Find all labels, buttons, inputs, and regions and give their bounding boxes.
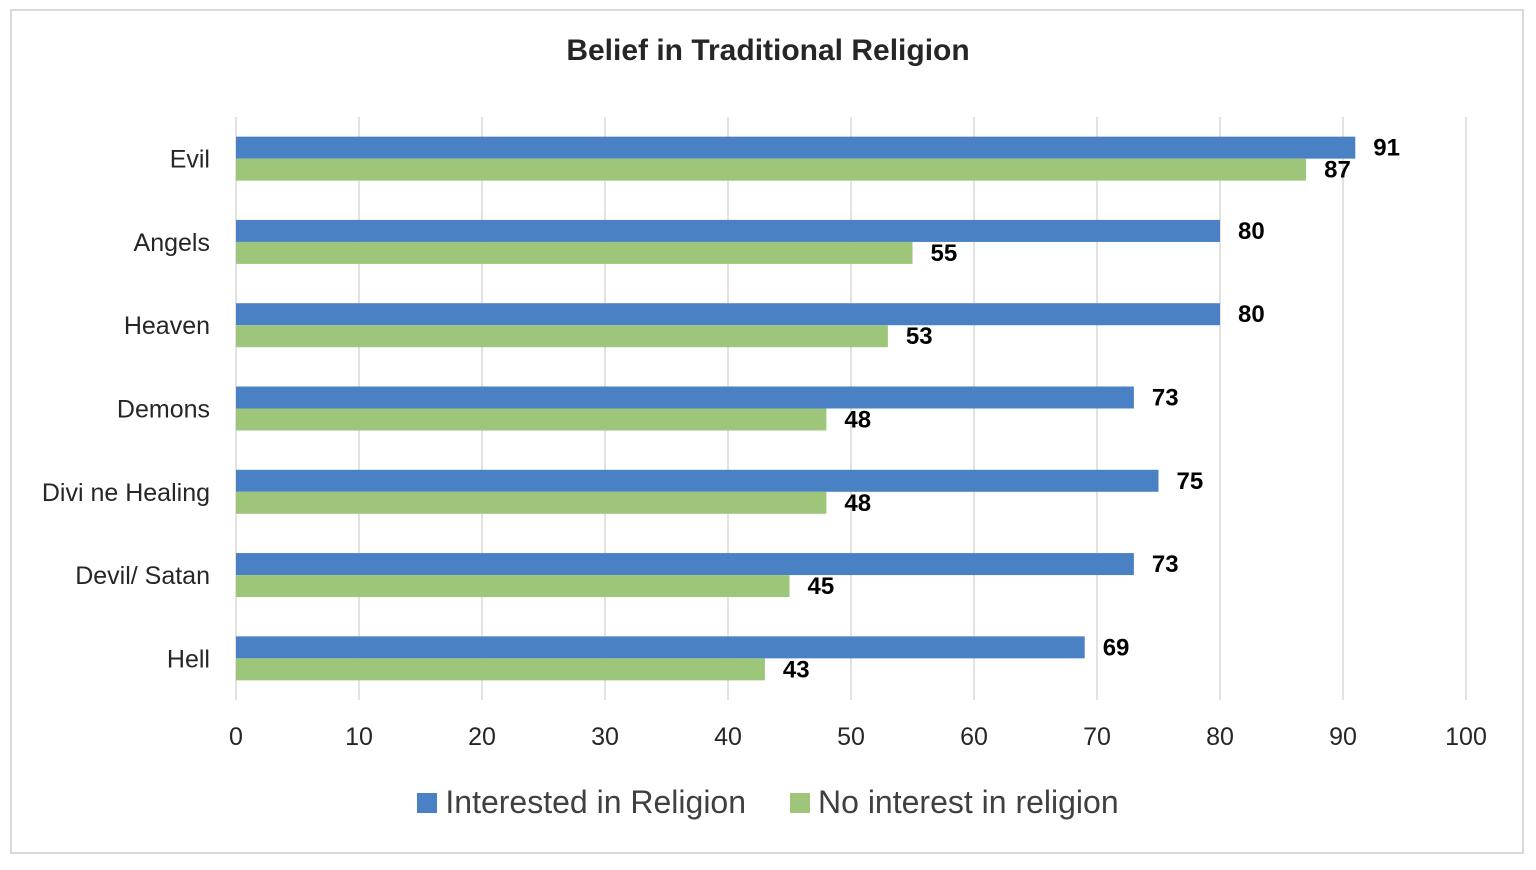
category-label-demons: Demons: [117, 396, 210, 424]
bar-demons-series-1: [236, 386, 1134, 409]
x-tick-label-100: 100: [1445, 723, 1487, 751]
x-tick-label-50: 50: [837, 723, 865, 751]
bar-devil-satan-series-2: [236, 575, 790, 598]
x-tick-label-20: 20: [468, 723, 496, 751]
category-label-devil-satan: Devil/ Satan: [75, 562, 210, 590]
x-tick-label-80: 80: [1206, 723, 1234, 751]
x-tick-label-40: 40: [714, 723, 742, 751]
legend-swatch-no-interest: [790, 792, 811, 813]
bar-angels-series-2: [236, 241, 913, 264]
bar-hell-series-1: [236, 636, 1085, 659]
bar-demons-series-2: [236, 408, 827, 431]
data-label-heaven-series-1: 80: [1238, 301, 1265, 328]
x-tick-label-70: 70: [1083, 723, 1111, 751]
data-label-devil-satan-series-1: 73: [1152, 551, 1179, 578]
data-label-angels-series-1: 80: [1238, 218, 1265, 245]
category-label-hell: Hell: [167, 645, 210, 673]
data-label-demons-series-2: 48: [844, 407, 871, 434]
bar-heaven-series-1: [236, 303, 1220, 326]
data-label-heaven-series-2: 53: [906, 323, 933, 350]
data-label-evil-series-2: 87: [1324, 157, 1351, 184]
bar-divine-healing-series-1: [236, 469, 1159, 492]
bar-hell-series-2: [236, 658, 765, 681]
data-label-divine-healing-series-2: 48: [844, 490, 871, 517]
x-tick-label-60: 60: [960, 723, 988, 751]
chart-title: Belief in Traditional Religion: [566, 34, 970, 67]
bar-divine-healing-series-2: [236, 491, 827, 514]
data-label-hell-series-1: 69: [1103, 634, 1130, 661]
x-tick-label-0: 0: [229, 723, 243, 751]
bar-heaven-series-2: [236, 325, 888, 348]
x-tick-label-30: 30: [591, 723, 619, 751]
category-label-heaven: Heaven: [124, 312, 210, 340]
bar-evil-series-1: [236, 136, 1356, 159]
data-label-evil-series-1: 91: [1373, 135, 1400, 162]
x-tick-label-10: 10: [345, 723, 373, 751]
category-label-evil: Evil: [170, 146, 210, 174]
legend-item-interested: Interested in Religion: [417, 784, 746, 821]
data-label-demons-series-1: 73: [1152, 385, 1179, 412]
data-label-angels-series-2: 55: [931, 240, 958, 267]
legend-swatch-interested: [417, 792, 438, 813]
category-label-divine-healing: Divi ne Healing: [42, 479, 210, 507]
legend-label-interested: Interested in Religion: [445, 784, 747, 820]
chart-legend: Interested in Religion No interest in re…: [0, 784, 1536, 821]
data-label-hell-series-2: 43: [783, 656, 810, 683]
legend-label-no-interest: No interest in religion: [818, 784, 1119, 820]
data-label-devil-satan-series-2: 45: [808, 573, 835, 600]
bar-devil-satan-series-1: [236, 553, 1134, 576]
x-tick-label-90: 90: [1329, 723, 1357, 751]
bar-angels-series-1: [236, 219, 1220, 242]
data-label-divine-healing-series-1: 75: [1177, 468, 1204, 495]
category-label-angels: Angels: [134, 229, 210, 257]
legend-item-no-interest: No interest in religion: [790, 784, 1119, 821]
bar-evil-series-2: [236, 158, 1307, 181]
